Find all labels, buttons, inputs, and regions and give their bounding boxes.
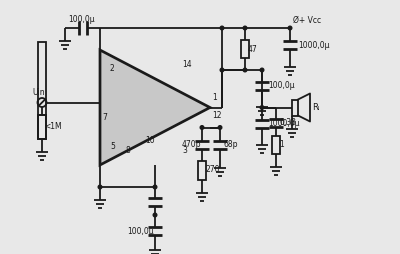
Text: 1000,0μ: 1000,0μ (268, 119, 300, 128)
Text: 1000,0μ: 1000,0μ (298, 40, 330, 50)
Text: 100,0μ: 100,0μ (127, 227, 154, 235)
Text: 0,33: 0,33 (279, 118, 296, 127)
Circle shape (288, 26, 292, 30)
Text: 14: 14 (182, 60, 192, 69)
Bar (38, 42, 46, 115)
Text: 7: 7 (102, 113, 107, 121)
Circle shape (260, 106, 264, 109)
Text: 270: 270 (205, 165, 220, 174)
Circle shape (98, 185, 102, 189)
Text: 1: 1 (279, 140, 284, 149)
Text: Rₗ: Rₗ (312, 103, 319, 112)
Text: 47: 47 (248, 44, 258, 54)
Text: 12: 12 (212, 112, 222, 120)
Circle shape (260, 68, 264, 72)
Text: <1M: <1M (44, 122, 62, 131)
Circle shape (243, 68, 247, 72)
Text: 10: 10 (145, 136, 155, 145)
Text: 100,0μ: 100,0μ (68, 15, 95, 24)
Circle shape (153, 213, 157, 217)
Bar (198, 161, 206, 180)
Circle shape (243, 26, 247, 30)
Bar (38, 115, 46, 138)
Text: 2: 2 (110, 64, 115, 73)
Text: Ø+ Vcc: Ø+ Vcc (293, 16, 321, 25)
Text: 68p: 68p (223, 140, 238, 149)
Bar (292, 100, 298, 116)
Text: 3: 3 (182, 146, 187, 155)
Polygon shape (100, 50, 210, 165)
Circle shape (200, 126, 204, 129)
Text: 8: 8 (125, 146, 130, 155)
Text: 470p: 470p (182, 140, 202, 149)
Circle shape (220, 26, 224, 30)
Text: 5: 5 (110, 142, 115, 151)
Circle shape (218, 126, 222, 129)
Circle shape (220, 68, 224, 72)
Text: 100,0μ: 100,0μ (268, 82, 295, 90)
Bar (38, 115, 46, 138)
Bar (272, 135, 280, 153)
Text: 1: 1 (212, 92, 217, 102)
Text: Uin: Uin (32, 88, 45, 97)
Circle shape (153, 185, 157, 189)
Bar (241, 40, 249, 58)
